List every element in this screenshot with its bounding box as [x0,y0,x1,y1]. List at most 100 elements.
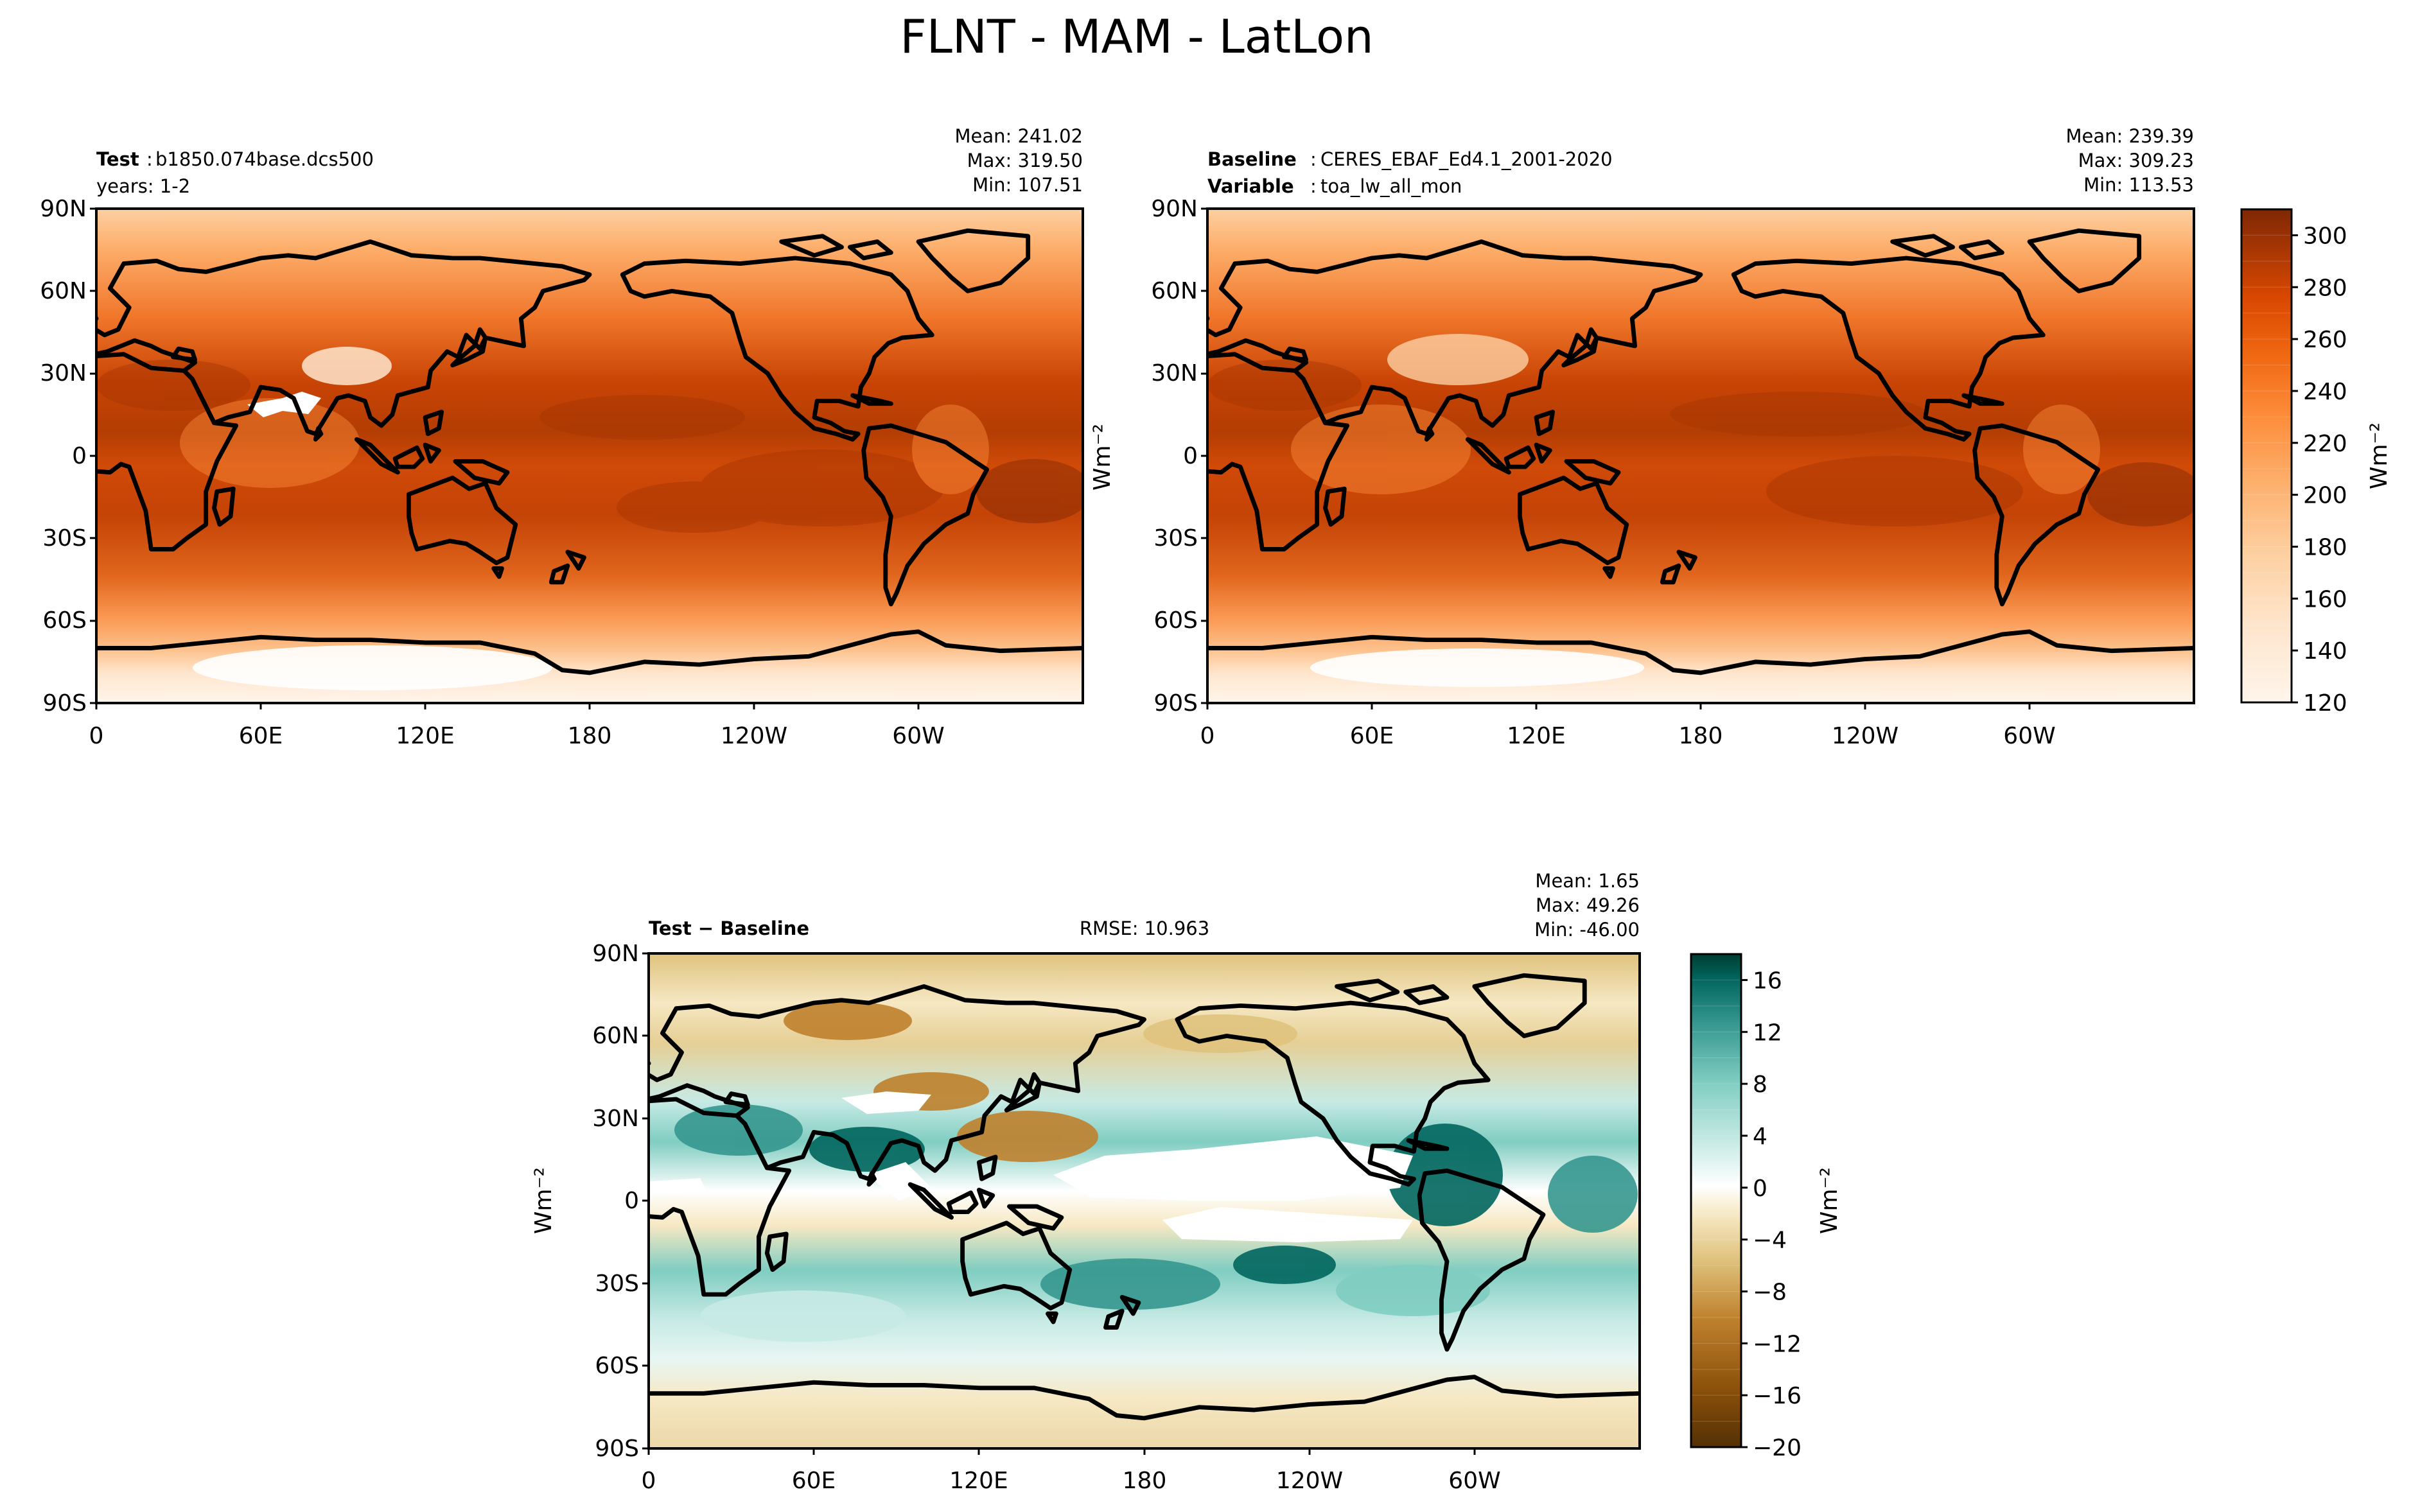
colorbar-tick-label: 120 [2303,690,2347,717]
lon-tick: 120E [1507,723,1565,749]
lon-tick: 60E [792,1468,836,1494]
panel-difference: Test − Baseline RMSE: 10.963 Mean: 1.65 … [530,870,1843,1494]
lon-tick: 60E [239,723,283,749]
lat-tick: 60N [1151,278,1198,304]
colorbar-tick-label: 240 [2303,379,2347,405]
colorbar-tick-label: 160 [2303,586,2347,613]
baseline-field [1207,209,2194,703]
colorbar-tick-label: 4 [1753,1124,1767,1150]
baseline-ylabel: Wm⁻² [1089,424,1116,491]
baseline-min: Min: 113.53 [2083,174,2194,196]
colorbar-tick-label: 220 [2303,431,2347,457]
colorbar-tick-label: −16 [1753,1383,1802,1409]
diff-lon-ticks: 0 60E 120E 180 120W 60W [642,1468,1501,1494]
lat-tick: 90S [42,690,87,717]
diff-min: Min: -46.00 [1534,919,1640,941]
test-max: Max: 319.50 [967,150,1083,171]
lat-tick: 0 [72,443,87,469]
diff-white-asia [841,1091,931,1114]
test-tick-marks [90,207,920,709]
baseline-header-bold: Baseline [1207,148,1297,170]
lat-tick: 30S [42,525,87,552]
lat-tick: 90N [1151,196,1198,222]
diff-tick-marks [642,952,1476,1455]
lat-tick: 60N [592,1023,639,1049]
colorbar-tick-label: 180 [2303,534,2347,560]
colorbar-tick-label: 260 [2303,327,2347,353]
lat-tick: 30N [1151,360,1198,387]
lon-tick: 0 [1200,723,1215,749]
lat-tick: 60N [40,278,87,304]
test-header-bold: Test [96,148,139,170]
orange-colorbar-label: Wm⁻² [2366,422,2392,489]
lon-tick: 180 [1123,1468,1167,1494]
panel-test: Test : b1850.074base.dcs500 years: 1-2 M… [40,125,1084,749]
test-header-text: b1850.074base.dcs500 [155,148,374,170]
baseline-variable-bold: Variable [1207,175,1294,197]
baseline-variable-text: toa_lw_all_mon [1320,175,1462,197]
diff-colorbar-fill [1691,954,1741,1447]
baseline-header-text: CERES_EBAF_Ed4.1_2001-2020 [1320,148,1613,170]
baseline-lat-ticks: 90N 60N 30N 0 30S 60S 90S [1151,196,1198,717]
baseline-max: Max: 309.23 [2078,150,2194,171]
colorbar-tick-label: 16 [1753,968,1782,994]
colorbar-tick-label: −4 [1753,1228,1787,1254]
diff-header-bold: Test − Baseline [649,917,809,939]
baseline-lon-ticks: 0 60E 120E 180 120W 60W [1200,723,2056,749]
orange-colorbar: 120 140 160 180 200 220 240 260 280 300 Wm⁻² [2240,208,2392,717]
baseline-tick-marks [1201,207,2031,709]
lat-tick: 60S [595,1353,639,1379]
lat-tick: 0 [1183,443,1198,469]
colorbar-tick-label: 300 [2303,223,2347,249]
lon-tick: 120E [949,1468,1008,1494]
panel-baseline: Baseline : CERES_EBAF_Ed4.1_2001-2020 Va… [1089,125,2392,749]
lat-tick: 90S [1153,690,1198,717]
lat-tick: 90S [595,1436,639,1462]
test-field [96,209,1083,703]
lon-tick: 120W [1276,1468,1343,1494]
lon-tick: 60W [892,723,944,749]
lat-tick: 30S [1153,525,1198,552]
lon-tick: 120E [396,723,454,749]
lon-tick: 60W [2003,723,2055,749]
diff-mean: Mean: 1.65 [1535,870,1640,892]
figure-title: FLNT - MAM - LatLon [900,10,1373,64]
diff-white-pacific-south [1162,1207,1413,1242]
baseline-header-colon: : [1310,148,1317,170]
diff-colorbar: −20 −16 −12 −8 −4 0 4 8 12 16 Wm⁻² [1690,953,1843,1461]
colorbar-tick-label: −20 [1753,1435,1802,1461]
test-min: Min: 107.51 [972,174,1083,196]
test-years: years: 1-2 [96,175,190,197]
diff-rmse: RMSE: 10.963 [1080,917,1209,939]
test-mean: Mean: 241.02 [955,125,1083,147]
test-header-colon: : [146,148,153,170]
diff-white-pacific-north [1053,1136,1413,1201]
diff-white-atlantic [650,1178,706,1194]
colorbar-tick-label: 0 [1753,1176,1767,1202]
lon-tick: 180 [568,723,612,749]
lat-tick: 30N [592,1106,639,1132]
test-lat-ticks: 90N 60N 30N 0 30S 60S 90S [40,196,87,717]
colorbar-tick-label: −12 [1753,1331,1802,1357]
lat-tick: 60S [42,607,87,634]
colorbar-tick-label: 200 [2303,483,2347,509]
test-lon-ticks: 0 60E 120E 180 120W 60W [89,723,945,749]
baseline-variable-colon: : [1310,175,1317,197]
lat-tick: 60S [1153,607,1198,634]
lon-tick: 180 [1679,723,1723,749]
baseline-mean: Mean: 239.39 [2066,125,2194,147]
lon-tick: 0 [89,723,104,749]
lat-tick: 90N [592,941,639,967]
lon-tick: 0 [642,1468,656,1494]
colorbar-tick-label: −8 [1753,1279,1787,1305]
orange-colorbar-fill [2241,209,2292,702]
lat-tick: 0 [624,1188,639,1214]
lat-tick: 30N [40,360,87,387]
diff-lat-ticks: 90N 60N 30N 0 30S 60S 90S [592,941,639,1462]
colorbar-tick-label: 280 [2303,275,2347,301]
colorbar-tick-label: 8 [1753,1072,1767,1098]
colorbar-tick-label: 12 [1753,1020,1782,1046]
lat-tick: 90N [40,196,87,222]
lon-tick: 60W [1448,1468,1500,1494]
